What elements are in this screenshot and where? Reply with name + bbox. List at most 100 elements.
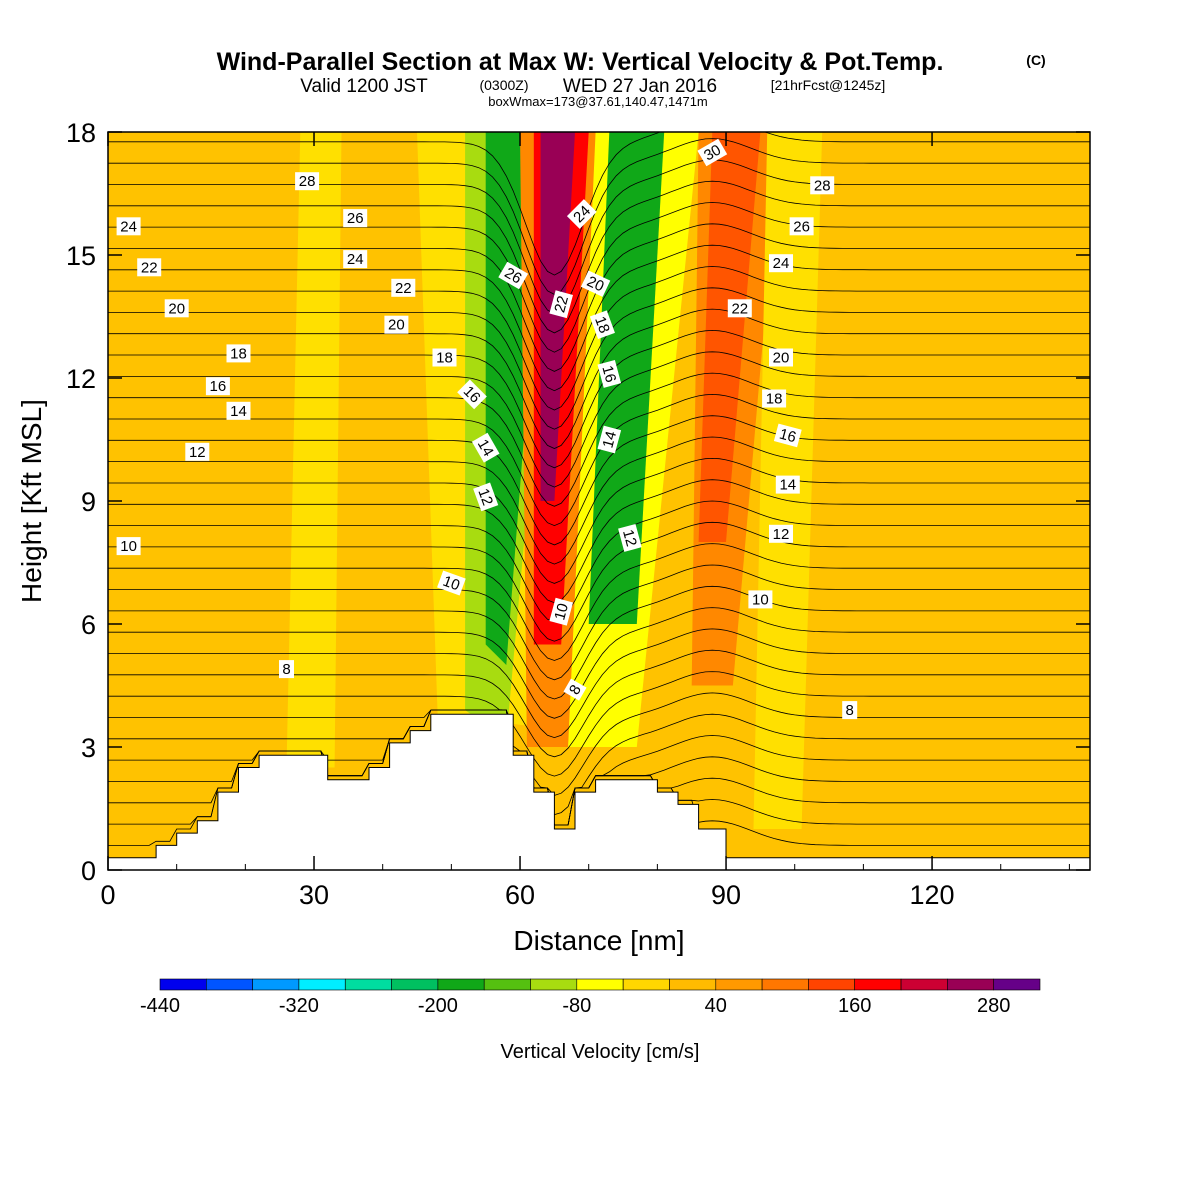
isentrope-label: 12 [473, 482, 499, 512]
isentrope-label-text: 22 [731, 300, 748, 317]
isentrope-label-box [343, 250, 368, 269]
isentrope-label: 24 [343, 250, 368, 269]
colorbar-swatch [206, 978, 253, 991]
isentrope-label-box [549, 597, 573, 626]
velocity-band-updraft-core [540, 132, 575, 501]
isentrope-label-box [279, 660, 294, 679]
colorbar-tick-label: -440 [140, 995, 180, 1017]
isentrope-line [108, 436, 1090, 565]
isentrope-label: 28 [295, 172, 320, 191]
isentrope-label-box [205, 377, 230, 396]
isentrope-label-box [295, 172, 320, 191]
chart-title-mark: (C) [1026, 52, 1045, 68]
chart-title-text: Wind-Parallel Section at Max W: Vertical… [217, 48, 944, 76]
isentrope-label-text: 26 [347, 210, 364, 227]
isentrope-label-text: 20 [388, 317, 405, 334]
isentrope-line [108, 287, 1090, 430]
x-tick-label: 0 [100, 880, 115, 910]
isentrope-label-box [457, 379, 487, 410]
isentrope-label: 30 [697, 138, 728, 167]
isentrope-line [108, 372, 1090, 507]
isentrope-label: 22 [727, 299, 752, 318]
isentrope-label: 18 [762, 389, 787, 408]
isentrope-label-text: 10 [752, 591, 769, 608]
isentrope-line [108, 649, 1090, 758]
isentrope-label: 22 [549, 290, 573, 319]
isentrope-label-box [566, 199, 597, 229]
colorbar-swatch [391, 978, 439, 991]
isentrope-label-box [773, 423, 802, 448]
x-tick-label: 90 [711, 880, 741, 910]
isentrope-label-box [810, 176, 835, 195]
isentrope-label: 12 [618, 523, 642, 552]
isentrope-line [108, 180, 1090, 334]
isentrope-label-box [437, 570, 466, 596]
isentrope-label-box [597, 425, 622, 454]
isentrope-label-text: 10 [551, 602, 572, 623]
subtitle-valid: Valid 1200 JST [300, 76, 428, 97]
isentrope-line [108, 138, 1090, 295]
isentrope-label-box [789, 217, 814, 236]
isentrope-label: 20 [580, 270, 611, 297]
isentrope-label-text: 20 [773, 350, 790, 367]
isentrope-line [108, 457, 1090, 584]
isentrope-label: 8 [563, 678, 587, 701]
isentrope-label-text: 8 [282, 661, 290, 678]
y-tick-label: 9 [81, 487, 96, 517]
isentrope-label: 22 [391, 278, 416, 297]
isentrope-label-box [597, 359, 622, 388]
isentrope-label-text: 18 [230, 345, 247, 362]
isentrope-label-box [549, 290, 573, 319]
colorbar-tick-label: 40 [705, 995, 727, 1017]
isentrope-line [108, 393, 1090, 527]
isentrope-label: 14 [471, 432, 500, 463]
isentrope-label-box [769, 348, 793, 367]
isentrope-label-text: 8 [846, 702, 854, 719]
isentrope-label-text: 14 [230, 403, 247, 420]
isentrope-label: 20 [769, 348, 793, 367]
isentrope-label-box [589, 310, 615, 340]
isentrope-label-text: 10 [440, 573, 461, 595]
isentrope-label: 20 [164, 299, 189, 318]
isentrope-label: 24 [566, 199, 597, 229]
isentrope-label-box [226, 344, 251, 363]
isentrope-label-box [432, 348, 457, 367]
isentrope-line [108, 479, 1090, 604]
isentrope-label: 16 [457, 379, 487, 410]
isentrope-label-box [384, 315, 409, 334]
isentrope-label-box [762, 389, 787, 408]
isentrope-label: 16 [597, 359, 622, 388]
x-axis-label: Distance [nm] [513, 925, 684, 956]
subtitle-forecast: [21hrFcst@1245z] [771, 77, 886, 93]
isentrope-label-text: 28 [299, 173, 316, 190]
isentrope-label-box [164, 299, 189, 318]
chart-subtitle: Valid 1200 JST (0300Z) WED 27 Jan 2016 [… [300, 76, 885, 109]
isentrope-label-box [137, 258, 162, 277]
isentrope-label: 8 [279, 660, 294, 679]
colorbar-swatch [576, 978, 624, 991]
isentrope-line [108, 351, 1090, 488]
colorbar-tick-label: -80 [562, 995, 591, 1017]
isentrope-label-text: 12 [619, 528, 640, 549]
isentrope-label-box [775, 475, 800, 494]
isentrope-label: 12 [769, 524, 793, 543]
colorbar-swatch [854, 978, 902, 991]
colorbar-swatch [808, 978, 856, 991]
colorbar-swatch [900, 978, 948, 991]
isentrope-label-text: 30 [701, 141, 724, 164]
isentrope-label-text: 24 [773, 255, 790, 272]
isentrope-lines [108, 132, 1090, 846]
isentrope-line [108, 709, 1090, 816]
y-tick-label: 18 [66, 118, 96, 148]
isentrope-label-box [116, 537, 141, 556]
isentrope-line [108, 159, 1090, 315]
isentrope-label: 24 [769, 254, 793, 273]
velocity-bands [286, 132, 823, 829]
isentrope-line [108, 692, 1090, 796]
isentrope-label-text: 18 [436, 350, 453, 367]
isentrope-label-box [473, 482, 499, 512]
isentrope-label-text: 14 [779, 477, 796, 494]
isentrope-label: 16 [205, 377, 230, 396]
